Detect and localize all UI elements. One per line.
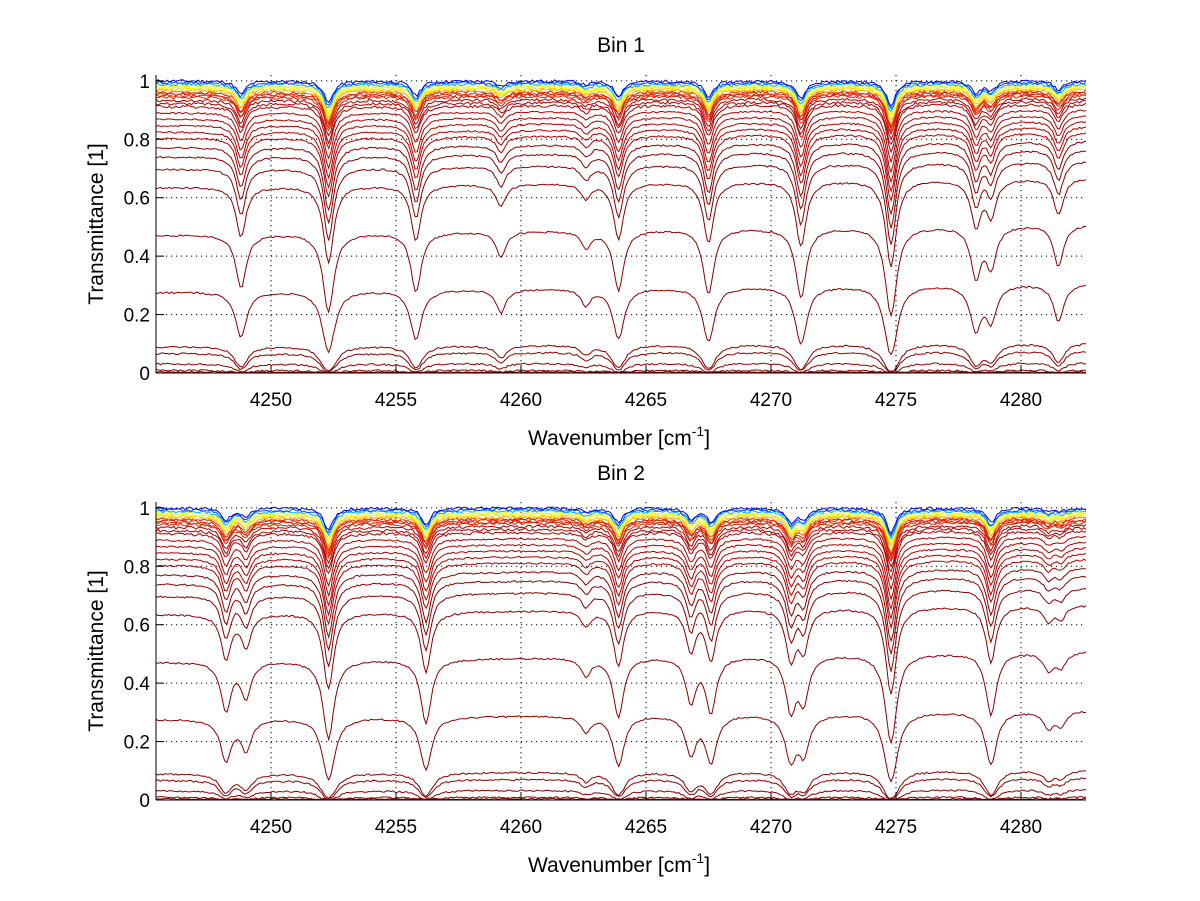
x-tick-label: 4255 [375,817,417,838]
series-line [156,91,1086,131]
series-line [156,362,1086,373]
chart-panel-2: 4250 4255 4260 4265 4270 4275 4280 0 0.2 0.4 0.6 0.… [85,462,1086,877]
x-tick-label: 4260 [500,817,542,838]
series-line [156,140,1086,216]
series-line [156,102,1086,154]
y-tick-label: 1 [139,72,150,93]
y-tick-label: 0.4 [124,247,151,268]
series-line [156,575,1086,656]
series-line [156,770,1086,799]
y-axis-label: Transmittance [1] [85,570,108,731]
series-line [156,568,1086,643]
series-line [156,547,1086,611]
series-line [156,509,1086,540]
x-tick-label: 4275 [875,817,917,838]
y-tick-label: 0 [139,364,150,385]
series-line [156,526,1086,573]
series-group [156,506,1086,800]
series-line [156,710,1086,783]
x-axis-label: Wavenumber [cm-1] [528,850,710,877]
series-line [156,132,1086,203]
series-line [156,83,1086,115]
x-tick-label: 4265 [625,390,667,411]
series-line [156,507,1086,538]
series-line [156,109,1086,164]
series-line [156,519,1086,560]
chart-panel-1: 4250 4255 4260 4265 4270 4275 4280 0 0.2 0.4 0.6 0.… [85,34,1086,450]
series-line [156,161,1086,245]
series-line [156,506,1086,535]
series-line [156,541,1086,601]
x-tick-label: 4270 [750,390,792,411]
series-line [156,284,1086,356]
series-line [156,588,1086,672]
series-line [156,515,1086,553]
y-tick-label: 0.2 [124,306,150,327]
x-tick-label: 4280 [1000,817,1042,838]
x-tick-label: 4260 [500,390,542,411]
series-line [156,121,1086,184]
x-tick-label: 4250 [250,817,292,838]
series-line [156,788,1086,800]
series-line [156,605,1086,695]
chart-title: Bin 1 [597,34,645,57]
series-line [156,343,1086,372]
x-tick-label: 4265 [625,817,667,838]
series-line [156,126,1086,193]
series-line [156,523,1086,568]
chart-title: Bin 2 [597,462,645,485]
series-line [156,777,1086,800]
series-line [156,535,1086,591]
series-line [156,530,1086,581]
series-line [156,79,1086,108]
series-line [156,552,1086,621]
series-line [156,351,1086,373]
x-tick-label: 4280 [1000,390,1042,411]
series-line [156,516,1086,556]
series-line [156,651,1086,745]
series-line [156,512,1086,545]
series-line [156,179,1086,268]
series-line [156,99,1086,146]
series-line [156,115,1086,174]
y-tick-label: 0.6 [124,189,150,210]
x-tick-label: 4255 [375,390,417,411]
y-tick-label: 0.4 [124,674,151,695]
x-axis-label: Wavenumber [cm-1] [528,423,710,450]
x-tick-label: 4270 [750,817,792,838]
series-line [156,558,1086,630]
y-tick-label: 0.8 [124,130,150,151]
x-tick-label: 4275 [875,390,917,411]
series-line [156,521,1086,563]
series-line [156,225,1086,318]
series-line [156,97,1086,141]
series-line [156,150,1086,229]
series-line [156,369,1086,373]
series-group [156,79,1086,373]
x-tick-label: 4250 [250,390,292,411]
y-axis-label: Transmittance [1] [85,143,108,304]
y-tick-label: 0 [139,791,150,812]
y-tick-label: 0.6 [124,616,150,637]
y-tick-label: 0.8 [124,557,150,578]
y-tick-label: 1 [139,499,150,520]
y-tick-label: 0.2 [124,733,150,754]
